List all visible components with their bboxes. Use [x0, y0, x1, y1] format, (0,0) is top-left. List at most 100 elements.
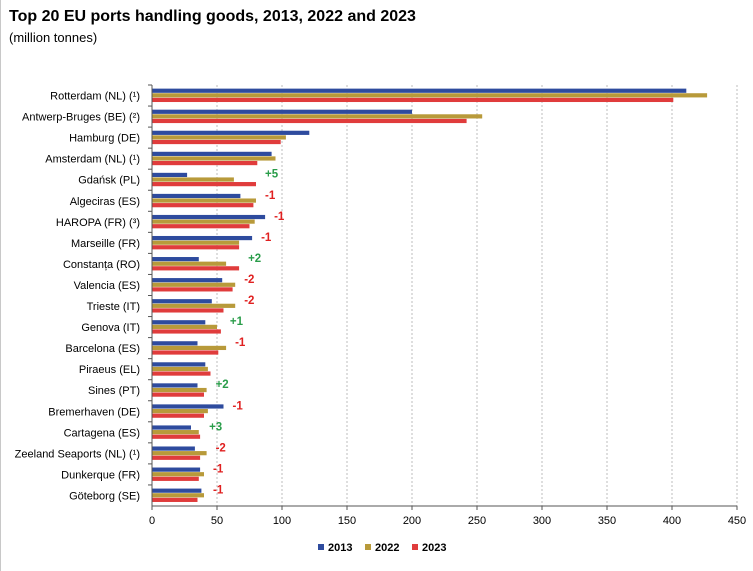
bar-2013 [152, 488, 202, 493]
bar-2023 [152, 455, 201, 460]
x-tick-label: 150 [338, 515, 356, 527]
category-label: Algeciras (ES) [70, 196, 140, 208]
bar-2022 [152, 93, 708, 98]
bar-2023 [152, 497, 198, 502]
bar-2013 [152, 88, 687, 93]
rank-change-label: -1 [261, 232, 272, 244]
legend-label: 2023 [422, 542, 446, 554]
bar-2013 [152, 235, 253, 241]
bar-2022 [152, 240, 240, 245]
bar-2022 [152, 219, 255, 224]
legend-label: 2013 [328, 542, 352, 554]
x-tick-label: 450 [728, 515, 746, 527]
category-label: Cartagena (ES) [64, 427, 140, 439]
rank-change-label: -1 [213, 484, 224, 496]
bar-2022 [152, 303, 236, 308]
bar-2023 [152, 224, 250, 229]
x-tick-label: 350 [598, 515, 616, 527]
rank-change-label: -1 [265, 190, 276, 202]
rank-change-label: -2 [244, 274, 254, 286]
bar-2023 [152, 392, 204, 397]
bar-2023 [152, 182, 256, 187]
left-border-line [0, 0, 1, 571]
bar-2022 [152, 430, 199, 435]
category-label: Zeeland Seaports (NL) (¹) [15, 448, 140, 460]
category-label: Constanța (RO) [63, 259, 140, 271]
bar-2022 [152, 493, 204, 498]
bar-2022 [152, 387, 207, 393]
rank-change-label: +3 [209, 421, 222, 433]
gridlines [216, 85, 738, 506]
bar-2022 [152, 345, 227, 351]
rank-change-label: +2 [216, 379, 229, 391]
bar-2013 [152, 130, 310, 135]
rank-change-label: -1 [274, 211, 285, 223]
bar-2023 [152, 287, 233, 292]
legend-swatch-2022 [365, 544, 371, 550]
bar-2013 [152, 467, 201, 472]
category-label: HAROPA (FR) (³) [56, 217, 140, 229]
category-label: Valencia (ES) [74, 280, 140, 292]
bar-2022 [152, 324, 217, 329]
category-label: Rotterdam (NL) (¹) [50, 91, 140, 103]
bar-2013 [152, 257, 199, 262]
rank-change-label: -1 [213, 463, 224, 475]
bar-2013 [152, 446, 195, 451]
bar-2022 [152, 451, 207, 456]
category-label: Gdańsk (PL) [78, 175, 140, 187]
x-tick-label: 50 [211, 515, 223, 527]
x-tick-label: 400 [663, 515, 681, 527]
rank-change-label: -1 [233, 400, 244, 412]
category-label: Bremerhaven (DE) [48, 406, 140, 418]
bar-2022 [152, 282, 236, 287]
category-label: Dunkerque (FR) [61, 469, 140, 481]
bar-2013 [152, 299, 212, 304]
rank-change-label: +1 [230, 316, 244, 328]
bar-2022 [152, 366, 208, 372]
category-label: Antwerp-Bruges (BE) (²) [22, 112, 140, 124]
bars [152, 88, 708, 502]
bar-2013 [152, 383, 198, 388]
category-label: Hamburg (DE) [69, 133, 140, 145]
category-label: Amsterdam (NL) (¹) [45, 154, 140, 166]
legend-swatch-2023 [412, 544, 418, 550]
category-label: Piraeus (EL) [79, 364, 140, 376]
rank-change-label: +2 [248, 253, 261, 265]
x-tick-label: 250 [468, 515, 486, 527]
bar-2022 [152, 408, 208, 414]
category-label: Trieste (IT) [87, 301, 140, 313]
axes [148, 84, 738, 510]
bar-2022 [152, 156, 276, 161]
bar-2013 [152, 193, 241, 199]
bar-2013 [152, 404, 224, 409]
rank-change-label: -2 [244, 295, 254, 307]
bar-2023 [152, 160, 258, 166]
bar-2022 [152, 261, 227, 266]
bar-2023 [152, 350, 219, 355]
bar-2023 [152, 434, 201, 439]
bar-2013 [152, 425, 191, 430]
bar-2022 [152, 472, 204, 477]
category-label: Marseille (FR) [71, 238, 140, 250]
chart-title: Top 20 EU ports handling goods, 2013, 20… [9, 8, 416, 25]
bar-2013 [152, 214, 266, 220]
category-label: Barcelona (ES) [65, 343, 140, 355]
bar-2013 [152, 109, 412, 114]
category-label: Genova (IT) [81, 322, 140, 334]
bar-2023 [152, 308, 224, 313]
rank-change-label: -2 [216, 442, 226, 454]
x-tick-label: 0 [149, 515, 155, 527]
bar-2023 [152, 329, 221, 334]
rank-change-labels: +5-1-1-1+2-2-2+1-1+2-1+3-2-1-1 [209, 169, 285, 497]
bar-2023 [152, 203, 254, 208]
bar-2013 [152, 172, 188, 178]
bar-2013 [152, 320, 206, 325]
bar-2023 [152, 413, 204, 418]
bar-2013 [152, 278, 223, 283]
rank-change-label: -1 [235, 337, 246, 349]
bar-2022 [152, 177, 234, 182]
bar-2023 [152, 245, 240, 250]
bar-2022 [152, 135, 286, 140]
bar-2023 [152, 118, 467, 124]
